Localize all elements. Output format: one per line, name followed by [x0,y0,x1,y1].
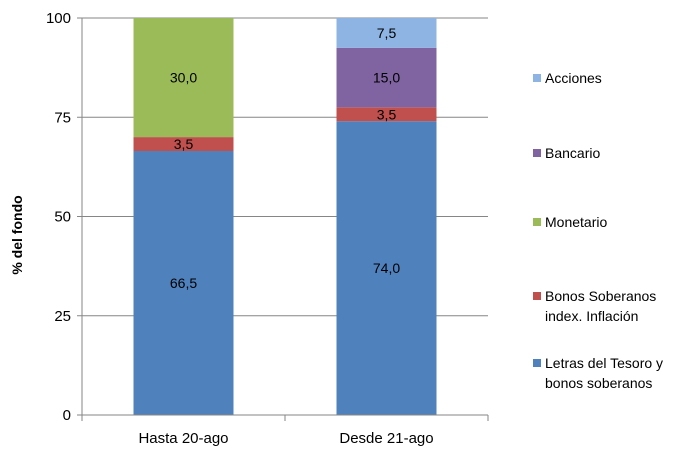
legend-item: Bancario [533,145,600,161]
legend-label: Monetario [545,214,607,230]
bars [133,18,437,415]
y-tick-label: 75 [54,109,71,126]
data-label: 74,0 [373,260,400,276]
axes: 0 25 50 75 100 Hasta 20-ago Desde 21-ago [46,10,489,447]
x-category-label: Hasta 20-ago [138,430,228,447]
legend: Acciones Bancario Monetario Bonos Soberanos… [533,70,663,391]
legend-swatch [533,218,541,226]
bar-segment [133,18,234,138]
x-category-label: Desde 21-ago [339,430,433,447]
legend-swatch [533,74,541,82]
bar-segment [336,18,437,48]
legend-item: Acciones [533,70,602,86]
data-label: 7,5 [377,25,397,41]
bar-segment [133,150,234,415]
legend-label: Acciones [545,70,602,86]
legend-label: Bancario [545,145,600,161]
bar-segment [336,47,437,108]
bar-segment [133,137,234,151]
y-tick-label: 50 [54,209,71,226]
data-label: 66,5 [170,275,197,291]
legend-label: Bonos Soberanos [545,288,656,304]
bar-segment [336,107,437,122]
legend-item: Letras del Tesoro y bonos soberanos [533,355,663,391]
bar-segment [336,121,437,415]
y-tick-label: 100 [46,10,71,27]
y-tick-label: 0 [63,407,71,424]
data-labels: 66,5 3,5 30,0 74,0 3,5 15,0 7,5 [170,25,400,291]
legend-label: index. Inflación [545,308,638,324]
y-tick-label: 25 [54,308,71,325]
data-label: 3,5 [377,106,397,122]
legend-swatch [533,292,541,300]
data-label: 15,0 [373,70,400,86]
legend-item: Bonos Soberanos index. Inflación [533,288,656,324]
legend-item: Monetario [533,214,607,230]
data-label: 3,5 [174,136,194,152]
legend-label: Letras del Tesoro y [545,355,663,371]
y-axis-title: % del fondo [9,195,25,274]
legend-swatch [533,149,541,157]
legend-label: bonos soberanos [545,375,652,391]
legend-swatch [533,359,541,367]
data-label: 30,0 [170,70,197,86]
